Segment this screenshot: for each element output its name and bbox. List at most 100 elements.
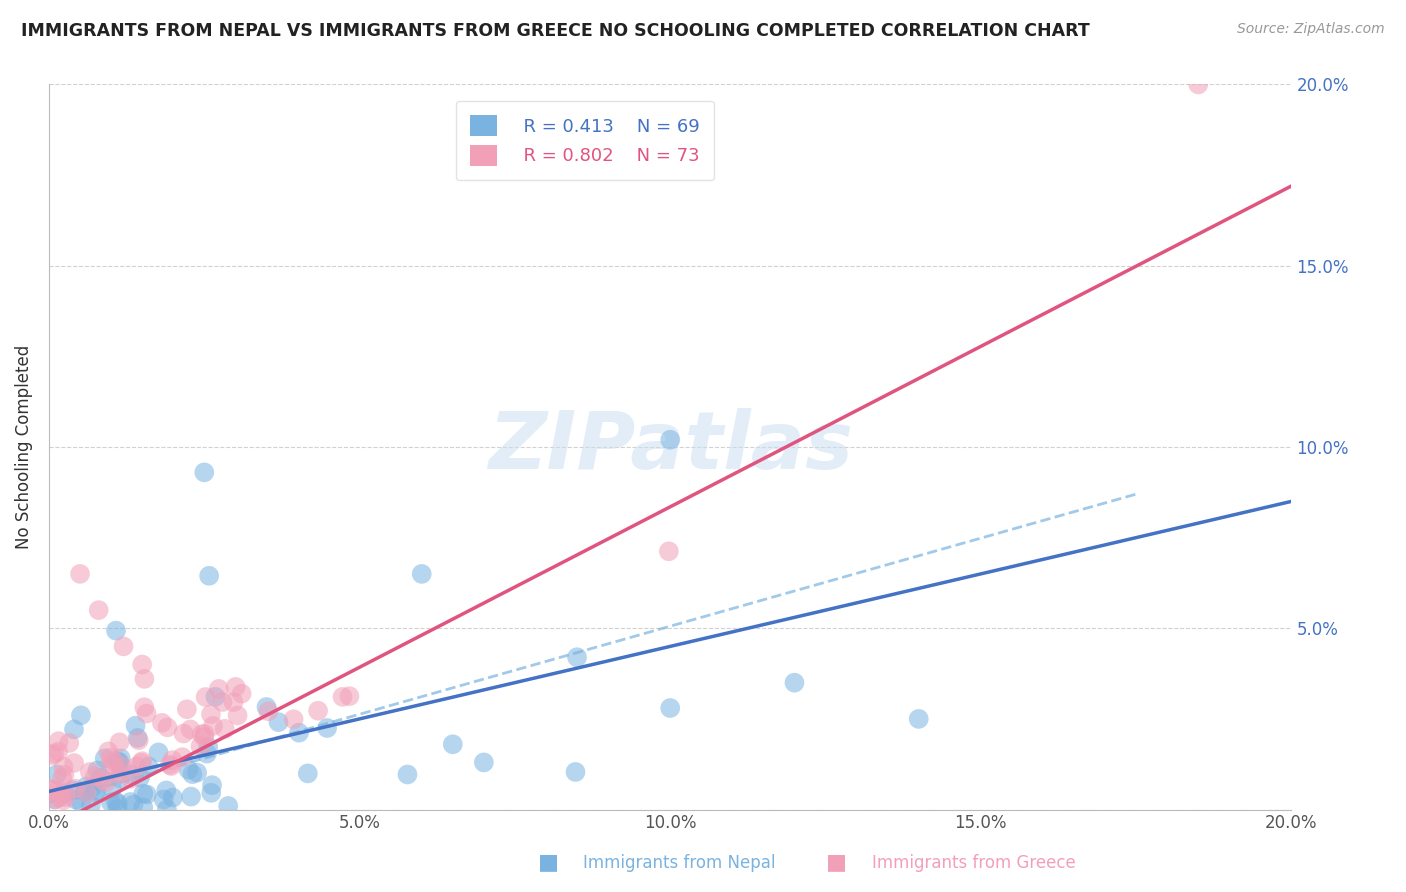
Point: [104, 794, 127, 808]
Point: [267, 715, 290, 730]
Point: [105, 802, 128, 816]
Point: [176, 702, 198, 716]
Point: [135, 788, 157, 802]
Point: [156, 720, 179, 734]
Point: [128, 733, 150, 747]
Point: [160, 759, 183, 773]
Point: [472, 756, 495, 770]
Point: [564, 764, 586, 779]
Point: [38, 781, 60, 796]
Point: [80, 798, 103, 813]
Point: [105, 764, 128, 779]
Text: Immigrants from Nepal: Immigrants from Nepal: [583, 855, 776, 872]
Point: [111, 759, 134, 773]
Point: [231, 687, 253, 701]
Point: [658, 544, 681, 558]
Point: [283, 712, 305, 726]
Point: [148, 745, 170, 759]
Text: ZIPatlas: ZIPatlas: [488, 408, 852, 486]
Point: [288, 725, 311, 739]
Point: [193, 730, 215, 744]
Point: [108, 771, 131, 785]
Point: [100, 795, 122, 809]
Point: [201, 778, 224, 792]
Point: [73, 784, 96, 798]
Point: [411, 566, 433, 581]
Point: [339, 689, 361, 703]
Text: Immigrants from Greece: Immigrants from Greece: [872, 855, 1076, 872]
Point: [58, 736, 80, 750]
Point: [52, 793, 75, 807]
Point: [76, 786, 98, 800]
Point: [132, 800, 155, 814]
Point: [107, 756, 129, 770]
Point: [217, 799, 239, 814]
Point: [53, 768, 76, 782]
Point: [41, 782, 63, 797]
Point: [204, 690, 226, 704]
Point: [907, 712, 929, 726]
Point: [225, 680, 247, 694]
Point: [208, 681, 231, 696]
Point: [87, 603, 110, 617]
Point: [197, 739, 219, 754]
Point: [131, 754, 153, 768]
Point: [155, 783, 177, 797]
Point: [200, 707, 222, 722]
Point: [180, 789, 202, 804]
Point: [396, 767, 419, 781]
Point: [48, 734, 70, 748]
Point: [565, 650, 588, 665]
Point: [134, 700, 156, 714]
Point: [129, 771, 152, 785]
Point: [127, 731, 149, 745]
Point: [162, 753, 184, 767]
Point: [84, 786, 107, 800]
Point: [84, 769, 107, 783]
Point: [173, 726, 195, 740]
Point: [49, 788, 72, 802]
Point: [86, 764, 108, 778]
Point: [194, 727, 217, 741]
Point: [226, 708, 249, 723]
Point: [214, 722, 236, 736]
Point: [48, 790, 70, 805]
Point: [51, 771, 73, 785]
Point: [105, 624, 128, 638]
Point: [120, 795, 142, 809]
Point: [110, 751, 132, 765]
Point: [131, 756, 153, 770]
Point: [152, 792, 174, 806]
Point: [103, 754, 125, 768]
Point: [108, 755, 131, 769]
Point: [112, 640, 135, 654]
Point: [101, 781, 124, 796]
Point: [181, 767, 204, 781]
Point: [70, 708, 93, 723]
Point: [63, 781, 86, 796]
Point: [46, 745, 69, 759]
Point: [131, 657, 153, 672]
Text: ■: ■: [827, 853, 846, 872]
Point: [332, 690, 354, 704]
Point: [297, 766, 319, 780]
Point: [52, 760, 75, 774]
Point: [124, 719, 146, 733]
Point: [120, 767, 142, 781]
Text: IMMIGRANTS FROM NEPAL VS IMMIGRANTS FROM GREECE NO SCHOOLING COMPLETED CORRELATI: IMMIGRANTS FROM NEPAL VS IMMIGRANTS FROM…: [21, 22, 1090, 40]
Point: [45, 784, 67, 798]
Point: [44, 792, 66, 806]
Point: [307, 704, 329, 718]
Point: [110, 766, 132, 780]
Point: [659, 433, 682, 447]
Point: [190, 727, 212, 741]
Point: [257, 704, 280, 718]
Point: [94, 775, 117, 789]
Y-axis label: No Schooling Completed: No Schooling Completed: [15, 345, 32, 549]
Point: [211, 695, 233, 709]
Point: [45, 767, 67, 781]
Point: [108, 735, 131, 749]
Point: [222, 695, 245, 709]
Point: [172, 750, 194, 764]
Point: [41, 748, 63, 763]
